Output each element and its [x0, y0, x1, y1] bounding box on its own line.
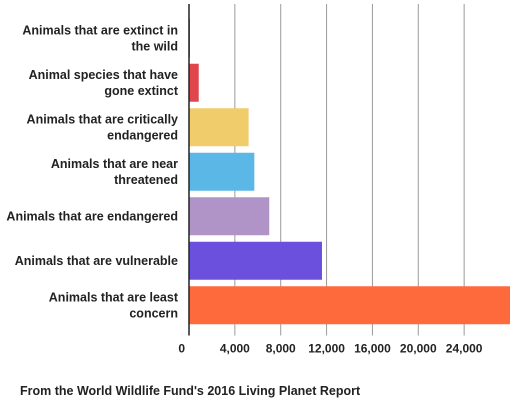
- x-tick-label: 0: [178, 342, 185, 356]
- category-label: Animals that are extinct in the wild: [22, 23, 178, 53]
- x-tick-label: 12,000: [308, 342, 345, 356]
- x-tick-label: 24,000: [446, 342, 483, 356]
- x-tick-label: 4,000: [220, 342, 250, 356]
- bar: [189, 286, 510, 325]
- gridlines: [234, 4, 465, 336]
- category-label: Animals that are vulnerable: [15, 254, 178, 268]
- bars: [189, 19, 510, 325]
- x-tick-label: 16,000: [354, 342, 391, 356]
- category-labels: Animals that are extinct in the wild Anima…: [6, 23, 178, 320]
- x-axis-tick-labels: 0 4,000 8,000 12,000 16,000 20,000 24,000: [178, 342, 483, 356]
- bar-chart: Animals that are extinct in the wild Anima…: [6, 4, 510, 356]
- x-tick-label: 20,000: [400, 342, 437, 356]
- category-label: Animals that are least concern: [49, 290, 179, 320]
- bar: [189, 63, 199, 102]
- source-note: From the World Wildlife Fund's 2016 Livi…: [20, 384, 361, 398]
- category-label: Animals that are critically endangered: [27, 112, 179, 142]
- bar: [189, 152, 255, 191]
- x-tick-label: 8,000: [266, 342, 296, 356]
- bar: [189, 197, 270, 236]
- bar: [189, 241, 322, 280]
- category-label: Animal species that have gone extinct: [29, 68, 179, 98]
- bar: [189, 108, 249, 147]
- category-label: Animals that are near threatened: [51, 157, 178, 187]
- category-label: Animals that are endangered: [6, 209, 178, 223]
